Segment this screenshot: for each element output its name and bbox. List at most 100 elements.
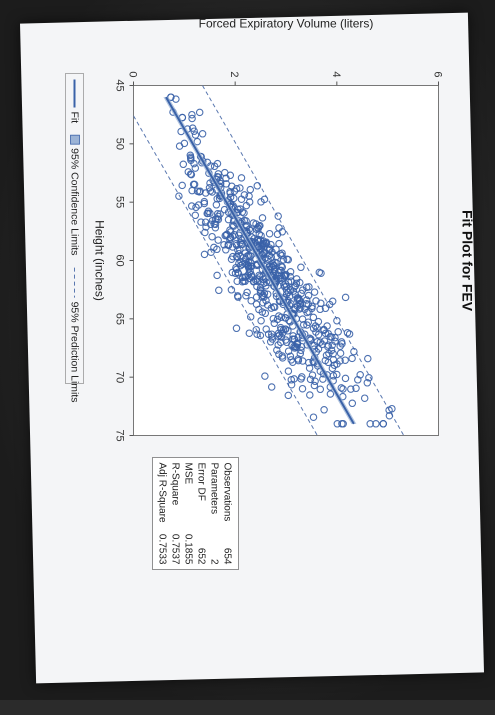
data-point — [269, 314, 277, 322]
x-tick-label: 50 — [113, 137, 125, 149]
data-point — [230, 186, 238, 195]
data-point — [298, 356, 306, 365]
data-point — [201, 217, 209, 226]
data-point — [234, 249, 242, 257]
data-point — [263, 290, 271, 298]
data-point — [252, 329, 261, 338]
data-point — [238, 277, 246, 285]
data-point — [308, 370, 316, 379]
data-point — [306, 375, 314, 383]
data-point — [288, 357, 296, 366]
data-point — [249, 277, 257, 285]
data-point — [286, 299, 295, 307]
fit-layer — [162, 96, 356, 424]
data-point — [371, 419, 380, 428]
y-tick-label: 2 — [228, 71, 240, 77]
data-point — [293, 338, 301, 347]
data-point — [245, 267, 254, 275]
data-point — [363, 378, 371, 387]
data-point — [242, 201, 250, 209]
data-point — [189, 159, 198, 167]
data-point — [246, 185, 254, 193]
stats-table: Observations 654 Parameters 2 Error DF 652 MSE… — [151, 456, 239, 570]
data-point — [225, 235, 234, 244]
data-point — [289, 335, 298, 343]
data-point — [196, 217, 205, 226]
data-point — [274, 268, 282, 276]
data-point — [324, 340, 332, 349]
x-axis: 45 50 55 60 65 70 75 — [113, 79, 133, 441]
data-point — [259, 275, 267, 283]
data-point — [302, 299, 310, 307]
data-point — [220, 168, 229, 176]
data-point — [360, 393, 368, 402]
stats-name: Adj R-Square — [156, 462, 167, 522]
data-point — [329, 371, 337, 380]
data-point — [258, 213, 266, 222]
data-point — [210, 162, 218, 170]
data-point — [307, 302, 316, 310]
data-point — [240, 216, 248, 224]
data-point — [282, 282, 290, 290]
data-point — [245, 328, 253, 337]
data-point — [279, 325, 287, 334]
data-point — [289, 286, 297, 295]
data-point — [330, 360, 338, 369]
data-point — [284, 366, 292, 375]
data-point — [219, 240, 228, 249]
data-point — [351, 384, 360, 392]
stats-name: R-Square — [169, 462, 180, 505]
data-point — [353, 375, 362, 384]
data-point — [220, 231, 229, 239]
legend-confidence-swatch — [69, 134, 80, 145]
data-point — [205, 183, 213, 192]
stats-value: 2 — [208, 558, 219, 564]
data-point — [222, 179, 230, 188]
data-point — [309, 412, 317, 421]
x-tick-label: 60 — [113, 254, 125, 266]
data-point — [298, 384, 306, 392]
data-point — [267, 329, 275, 338]
data-point — [279, 255, 287, 264]
data-point — [333, 327, 342, 336]
data-point — [269, 302, 277, 311]
data-point — [305, 390, 314, 399]
data-point — [343, 328, 351, 337]
data-point — [320, 336, 328, 345]
data-point — [330, 333, 339, 341]
stats-name: Parameters — [208, 462, 219, 514]
data-point — [252, 292, 260, 301]
data-point — [304, 291, 312, 299]
data-point — [298, 285, 306, 294]
data-point — [195, 108, 203, 116]
data-point — [260, 289, 268, 297]
data-point — [258, 240, 267, 249]
data-point — [213, 235, 222, 244]
data-point — [281, 313, 289, 322]
data-point — [215, 209, 224, 218]
data-point — [233, 292, 242, 301]
data-point — [297, 342, 305, 350]
data-point — [237, 194, 245, 203]
data-point — [232, 241, 240, 249]
data-point — [254, 305, 263, 313]
data-point — [180, 139, 188, 147]
data-point — [310, 381, 318, 389]
stats-value: 0.7537 — [169, 533, 180, 564]
data-point — [341, 374, 349, 382]
data-point — [277, 351, 286, 360]
y-tick-label: 4 — [329, 71, 341, 77]
data-point — [235, 183, 244, 192]
data-point — [274, 223, 283, 232]
data-point — [304, 317, 312, 326]
data-point — [326, 332, 334, 340]
data-point — [287, 380, 295, 388]
data-point — [323, 342, 332, 350]
stats-name: Error DF — [195, 462, 206, 500]
data-point — [305, 363, 313, 372]
data-point — [228, 242, 236, 251]
data-point — [284, 277, 292, 286]
data-point — [277, 248, 286, 257]
